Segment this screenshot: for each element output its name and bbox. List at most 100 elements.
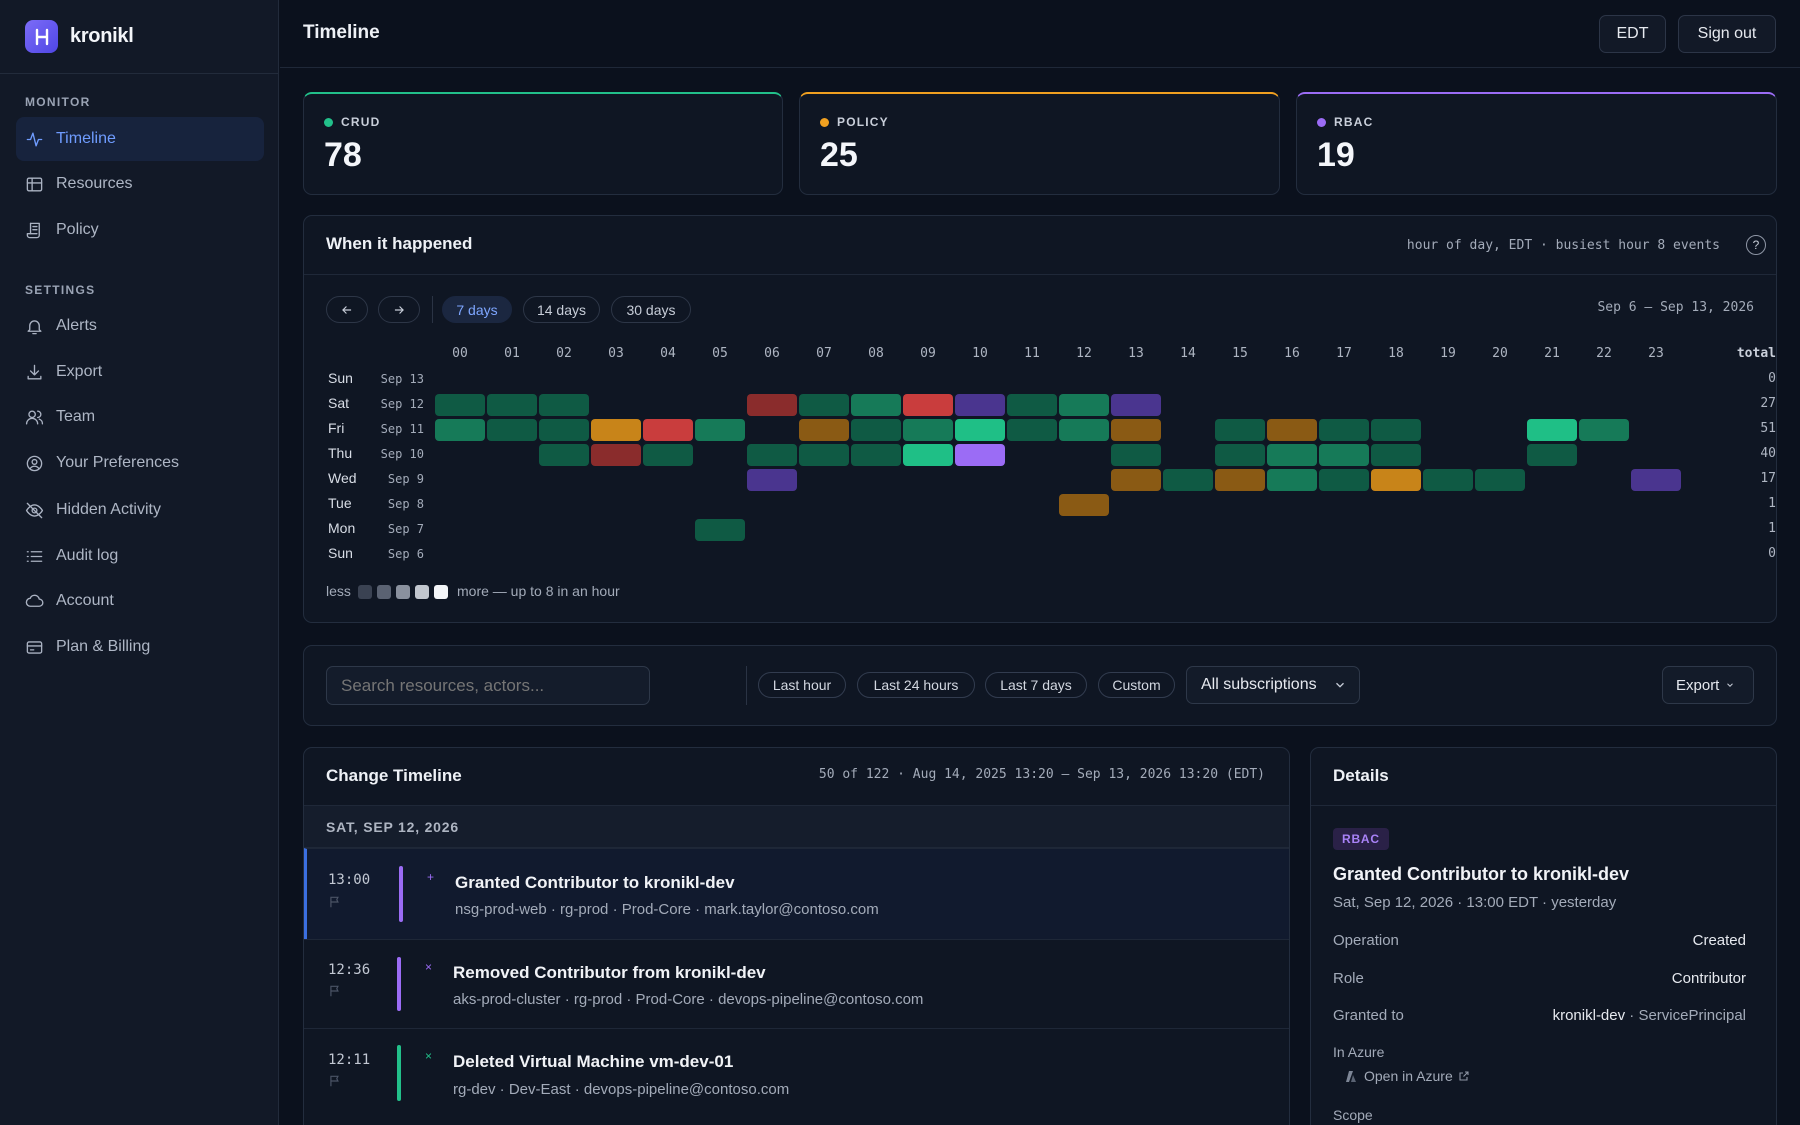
heatmap-cell[interactable] (747, 469, 797, 491)
heatmap-cell[interactable] (1163, 469, 1213, 491)
sidebar-item-your-preferences[interactable]: Your Preferences (16, 441, 264, 485)
search-input[interactable] (326, 666, 650, 705)
heatmap-cell[interactable] (1007, 419, 1057, 441)
sidebar-item-resources[interactable]: Resources (16, 162, 264, 206)
heatmap-cell[interactable] (1319, 469, 1369, 491)
details-heading: Granted Contributor to kronikl-dev (1333, 864, 1630, 884)
heatmap-cell[interactable] (539, 419, 589, 441)
sidebar-item-label: Hidden Activity (56, 501, 161, 518)
timeline-event-row[interactable]: 12:11 × Deleted Virtual Machine vm-dev-0… (304, 1028, 1289, 1118)
heatmap-cell[interactable] (1267, 469, 1317, 491)
heatmap-cell[interactable] (851, 394, 901, 416)
prev-period-button[interactable] (326, 296, 368, 323)
heatmap-cell[interactable] (1215, 444, 1265, 466)
range-30-days[interactable]: 30 days (611, 296, 691, 323)
heatmap-cell[interactable] (1319, 444, 1369, 466)
flag-icon[interactable] (328, 895, 342, 909)
flag-icon[interactable] (328, 984, 342, 998)
sidebar-item-audit-log[interactable]: Audit log (16, 534, 264, 578)
heatmap-cell[interactable] (1527, 444, 1577, 466)
stat-card-crud[interactable]: CRUD 78 (303, 92, 783, 195)
heatmap-cell[interactable] (799, 394, 849, 416)
heatmap-cell[interactable] (1059, 394, 1109, 416)
hour-label: 08 (868, 346, 884, 361)
heatmap-cell[interactable] (591, 444, 641, 466)
sidebar-item-policy[interactable]: Policy (16, 208, 264, 252)
range-14-days[interactable]: 14 days (523, 296, 600, 323)
heatmap-cell[interactable] (643, 444, 693, 466)
heatmap-cell[interactable] (435, 419, 485, 441)
subscriptions-select[interactable]: All subscriptions (1186, 666, 1360, 704)
heatmap-cell[interactable] (799, 419, 849, 441)
sidebar-item-team[interactable]: Team (16, 395, 264, 439)
sidebar-item-label: Plan & Billing (56, 638, 151, 655)
hour-label: 18 (1388, 346, 1404, 361)
timeline-event-row[interactable]: 13:00 + Granted Contributor to kronikl-d… (304, 848, 1289, 939)
heatmap-cell[interactable] (487, 394, 537, 416)
sidebar-item-label: Export (56, 363, 103, 380)
heatmap-cell[interactable] (747, 444, 797, 466)
heatmap-cell[interactable] (1111, 394, 1161, 416)
heatmap-cell[interactable] (851, 444, 901, 466)
sidebar-item-alerts[interactable]: Alerts (16, 304, 264, 348)
flag-icon[interactable] (328, 1074, 342, 1088)
heatmap-cell[interactable] (1631, 469, 1681, 491)
divider (746, 666, 747, 705)
heatmap-cell[interactable] (487, 419, 537, 441)
heatmap-cell[interactable] (435, 394, 485, 416)
export-dropdown-button[interactable]: Export (1662, 666, 1754, 704)
sidebar-item-account[interactable]: Account (16, 579, 264, 623)
next-period-button[interactable] (378, 296, 420, 323)
heatmap-cell[interactable] (1111, 419, 1161, 441)
heatmap-cell[interactable] (955, 419, 1005, 441)
heatmap-cell[interactable] (903, 419, 953, 441)
heatmap-cell[interactable] (903, 444, 953, 466)
heatmap-cell[interactable] (1215, 419, 1265, 441)
heatmap-cell[interactable] (799, 444, 849, 466)
heatmap-cell[interactable] (955, 444, 1005, 466)
filter-last-hour[interactable]: Last hour (758, 672, 846, 698)
heatmap-cell[interactable] (1423, 469, 1473, 491)
heatmap-cell[interactable] (1007, 394, 1057, 416)
heatmap-cell[interactable] (591, 419, 641, 441)
heatmap-cell[interactable] (1527, 419, 1577, 441)
heatmap-cell[interactable] (903, 394, 953, 416)
heatmap-cell[interactable] (851, 419, 901, 441)
heatmap-cell[interactable] (695, 419, 745, 441)
sidebar-item-plan-billing[interactable]: Plan & Billing (16, 625, 264, 669)
heatmap-cell[interactable] (1475, 469, 1525, 491)
heatmap-cell[interactable] (1267, 444, 1317, 466)
heatmap-cell[interactable] (695, 519, 745, 541)
sidebar-item-export[interactable]: Export (16, 350, 264, 394)
timeline-event-row[interactable]: 12:36 × Removed Contributor from kronikl… (304, 939, 1289, 1028)
sign-out-button[interactable]: Sign out (1678, 15, 1776, 53)
heatmap-cell[interactable] (1111, 444, 1161, 466)
open-in-azure-link[interactable]: Open in Azure (1345, 1068, 1470, 1084)
heatmap-cell[interactable] (955, 394, 1005, 416)
timezone-button[interactable]: EDT (1599, 15, 1666, 53)
help-icon[interactable]: ? (1746, 235, 1766, 255)
heatmap-cell[interactable] (747, 394, 797, 416)
heatmap-cell[interactable] (1371, 444, 1421, 466)
heatmap-cell[interactable] (1371, 469, 1421, 491)
heatmap-cell[interactable] (539, 394, 589, 416)
date-label: Sep 13 (380, 372, 424, 386)
heatmap-cell[interactable] (1111, 469, 1161, 491)
heatmap-cell[interactable] (539, 444, 589, 466)
range-7-days[interactable]: 7 days (442, 296, 512, 323)
heatmap-cell[interactable] (1059, 419, 1109, 441)
heatmap-cell[interactable] (1371, 419, 1421, 441)
sidebar-item-timeline[interactable]: Timeline (16, 117, 264, 161)
filter-custom[interactable]: Custom (1098, 672, 1175, 698)
heatmap-cell[interactable] (1267, 419, 1317, 441)
sidebar-item-hidden-activity[interactable]: Hidden Activity (16, 488, 264, 532)
filter-last-7-days[interactable]: Last 7 days (985, 672, 1087, 698)
stat-card-rbac[interactable]: RBAC 19 (1296, 92, 1777, 195)
heatmap-cell[interactable] (1579, 419, 1629, 441)
filter-last-24-hours[interactable]: Last 24 hours (857, 672, 975, 698)
heatmap-cell[interactable] (1319, 419, 1369, 441)
heatmap-cell[interactable] (1059, 494, 1109, 516)
heatmap-cell[interactable] (643, 419, 693, 441)
stat-card-policy[interactable]: POLICY 25 (799, 92, 1280, 195)
heatmap-cell[interactable] (1215, 469, 1265, 491)
